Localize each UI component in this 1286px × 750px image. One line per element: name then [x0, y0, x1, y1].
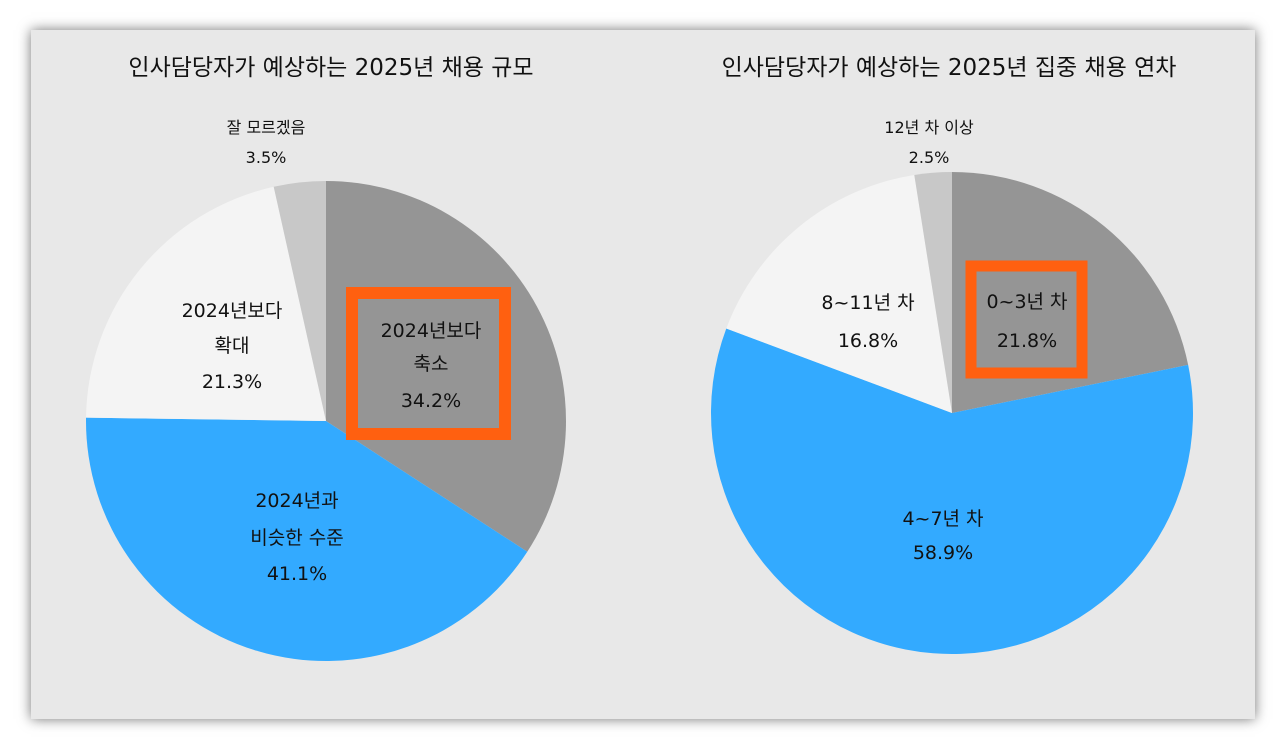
- chart-title: 인사담당자가 예상하는 2025년 집중 채용 연차: [722, 55, 1177, 81]
- highlight-box: [965, 260, 1088, 379]
- data-label: 41.1%: [267, 563, 327, 585]
- data-label: 34.2%: [401, 390, 461, 412]
- pie-chart-hiring-scale: [86, 181, 566, 661]
- data-label: 58.9%: [913, 542, 973, 564]
- chart-title: 인사담당자가 예상하는 2025년 채용 규모: [128, 55, 533, 81]
- data-label: 2024년보다: [381, 320, 482, 342]
- pie-slice: [86, 417, 528, 661]
- pie-chart-hiring-experience: [711, 172, 1193, 655]
- data-label: 0~3년 차: [986, 291, 1067, 313]
- data-label: 2024년과: [255, 490, 338, 512]
- pie-slice: [711, 328, 1193, 655]
- pie-slice: [86, 186, 327, 421]
- data-label: 2024년보다: [182, 300, 283, 322]
- data-label: 4~7년 차: [902, 508, 983, 530]
- data-label: 21.3%: [202, 371, 262, 393]
- data-label: 16.8%: [838, 330, 898, 352]
- data-label: 확대: [215, 335, 250, 357]
- data-label: 8~11년 차: [821, 292, 914, 314]
- pie-slice: [726, 174, 952, 413]
- data-label: 잘 모르겠음: [227, 118, 306, 137]
- data-label: 축소: [414, 353, 449, 375]
- data-label: 3.5%: [246, 148, 287, 167]
- data-label: 비슷한 수준: [250, 527, 343, 549]
- pie-slice: [326, 181, 566, 552]
- data-label: 12년 차 이상: [884, 118, 974, 137]
- highlight-box: [346, 287, 511, 440]
- pie-slice: [273, 181, 326, 421]
- data-label: 2.5%: [909, 148, 950, 167]
- pie-slice: [914, 172, 952, 413]
- data-label: 21.8%: [997, 330, 1057, 352]
- pie-slice: [952, 172, 1189, 413]
